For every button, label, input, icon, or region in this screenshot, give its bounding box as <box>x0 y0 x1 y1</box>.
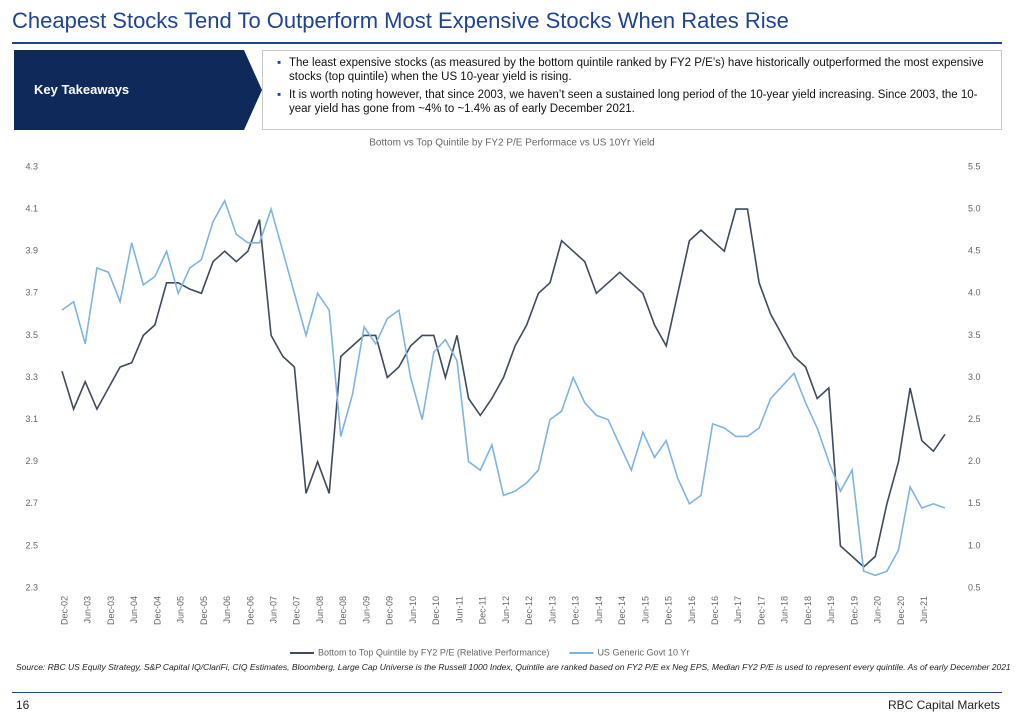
legend-label: US Generic Govt 10 Yr <box>597 647 689 657</box>
y-tick-label: 4.0 <box>968 288 981 298</box>
x-tick-label: Dec-20 <box>896 596 906 625</box>
y-tick-label: 3.5 <box>968 330 981 340</box>
y-tick-label: 3.9 <box>25 246 38 256</box>
x-tick-label: Jun-03 <box>83 596 93 624</box>
series-line <box>61 198 946 577</box>
x-tick-label: Dec-12 <box>524 596 534 625</box>
x-tick-label: Dec-06 <box>245 596 255 625</box>
x-tick-label: Jun-06 <box>222 596 232 624</box>
x-tick-label: Jun-14 <box>594 596 604 624</box>
bullet: It is worth noting however, that since 2… <box>277 88 991 116</box>
x-tick-label: Jun-11 <box>454 596 464 623</box>
y-tick-label: 3.0 <box>968 372 981 382</box>
x-tick-label: Dec-19 <box>849 596 859 625</box>
x-tick-label: Dec-17 <box>756 596 766 625</box>
y-tick-label: 2.3 <box>25 582 38 592</box>
y-tick-label: 1.5 <box>968 498 981 508</box>
y-tick-label: 4.3 <box>25 161 38 171</box>
y-tick-label: 2.7 <box>25 498 38 508</box>
x-tick-label: Dec-13 <box>571 596 581 625</box>
source-note: Source: RBC US Equity Strategy, S&P Capi… <box>16 662 1011 672</box>
y-tick-label: 3.7 <box>25 288 38 298</box>
x-tick-label: Jun-18 <box>780 596 790 624</box>
x-tick-label: Jun-12 <box>501 596 511 624</box>
series-line <box>61 208 946 568</box>
y-tick-label: 4.5 <box>968 246 981 256</box>
x-tick-label: Dec-08 <box>338 596 348 625</box>
x-tick-label: Jun-05 <box>176 596 186 624</box>
x-tick-label: Jun-09 <box>361 596 371 624</box>
y-tick-label: 5.0 <box>968 203 981 213</box>
x-tick-label: Jun-16 <box>687 596 697 624</box>
x-tick-label: Jun-07 <box>269 596 279 624</box>
x-tick-label: Dec-07 <box>292 596 302 625</box>
chart: Bottom vs Top Quintile by FY2 P/E Perfor… <box>25 138 981 658</box>
y-tick-label: 2.5 <box>25 540 38 550</box>
takeaways-box: The least expensive stocks (as measured … <box>262 50 1002 130</box>
legend-label: Bottom to Top Quintile by FY2 P/E (Relat… <box>318 647 549 657</box>
page-number: 16 <box>16 698 30 712</box>
x-tick-label: Dec-16 <box>710 596 720 625</box>
y-tick-label: 3.1 <box>25 414 38 424</box>
y-tick-label: 4.1 <box>25 203 38 213</box>
x-tick-label: Jun-20 <box>873 596 883 624</box>
x-tick-label: Jun-08 <box>315 596 325 624</box>
chart-title: Bottom vs Top Quintile by FY2 P/E Perfor… <box>369 138 655 149</box>
x-tick-label: Jun-15 <box>640 596 650 624</box>
x-tick-label: Dec-05 <box>199 596 209 625</box>
y-tick-label: 5.5 <box>968 161 981 171</box>
x-tick-label: Jun-21 <box>919 596 929 624</box>
x-tick-label: Dec-03 <box>106 596 116 625</box>
y-tick-label: 2.0 <box>968 456 981 466</box>
x-tick-label: Dec-02 <box>59 596 69 625</box>
slide-title: Cheapest Stocks Tend To Outperform Most … <box>12 8 789 33</box>
x-tick-label: Dec-04 <box>152 596 162 625</box>
y-tick-label: 1.0 <box>968 540 981 550</box>
x-tick-label: Jun-10 <box>408 596 418 624</box>
brand: RBC Capital Markets <box>887 698 1000 712</box>
x-tick-label: Dec-18 <box>803 596 813 625</box>
x-tick-label: Dec-14 <box>617 596 627 625</box>
x-tick-label: Jun-13 <box>547 596 557 624</box>
footer-rule <box>12 692 1002 693</box>
y-tick-label: 2.9 <box>25 456 38 466</box>
x-tick-label: Dec-10 <box>431 596 441 625</box>
x-tick-label: Jun-19 <box>826 596 836 624</box>
y-tick-label: 2.5 <box>968 414 981 424</box>
takeaways-label: Key Takeaways <box>14 50 244 130</box>
x-tick-label: Dec-09 <box>385 596 395 625</box>
x-tick-label: Jun-17 <box>733 596 743 624</box>
x-tick-label: Jun-04 <box>129 596 139 624</box>
title-rule <box>12 42 1002 44</box>
y-tick-label: 0.5 <box>968 582 981 592</box>
takeaways-arrow <box>244 50 262 130</box>
x-tick-label: Dec-15 <box>664 596 674 625</box>
x-tick-label: Dec-11 <box>478 596 488 624</box>
y-tick-label: 3.3 <box>25 372 38 382</box>
bullet: The least expensive stocks (as measured … <box>277 56 991 84</box>
y-tick-label: 3.5 <box>25 330 38 340</box>
